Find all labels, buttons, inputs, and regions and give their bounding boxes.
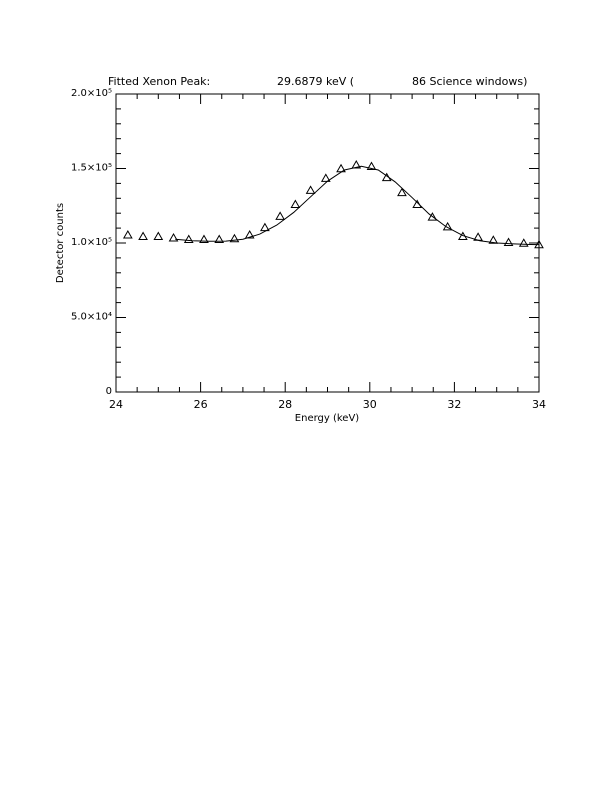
x-tick-label: 30 xyxy=(363,398,377,411)
data-point xyxy=(397,187,407,197)
chart-title: 86 Science windows) xyxy=(412,75,527,88)
data-point xyxy=(488,235,499,244)
x-tick-label: 26 xyxy=(194,398,208,411)
data-point xyxy=(305,185,316,194)
data-point xyxy=(138,231,148,241)
data-point xyxy=(320,173,331,182)
data-point xyxy=(244,230,255,239)
data-point xyxy=(199,234,209,244)
data-point xyxy=(260,222,270,232)
x-tick-label: 28 xyxy=(278,398,292,411)
chart-title: 29.6879 keV ( xyxy=(277,75,354,88)
data-point xyxy=(351,160,362,169)
y-tick-label: 0 xyxy=(106,386,112,397)
y-tick-label: 2.0×10⁵ xyxy=(71,88,112,99)
y-tick-label: 5.0×10⁴ xyxy=(71,312,112,323)
data-point xyxy=(503,237,514,246)
y-tick-label: 1.5×10⁵ xyxy=(71,163,112,174)
data-point xyxy=(183,234,194,244)
data-point xyxy=(214,234,225,244)
data-point xyxy=(518,238,529,247)
data-point xyxy=(229,233,240,243)
x-tick-label: 34 xyxy=(532,398,546,411)
x-tick-label: 24 xyxy=(109,398,123,411)
data-point xyxy=(366,161,377,171)
data-point xyxy=(168,233,179,242)
x-axis-label: Energy (keV) xyxy=(295,413,360,424)
chart-title: Fitted Xenon Peak: xyxy=(108,75,210,88)
data-point xyxy=(275,211,285,220)
fit-line xyxy=(175,165,540,246)
data-point xyxy=(153,231,164,241)
y-axis-label: Detector counts xyxy=(55,203,66,283)
y-tick-label: 1.0×10⁵ xyxy=(71,237,112,248)
data-point xyxy=(427,212,438,221)
x-tick-label: 32 xyxy=(447,398,461,411)
data-point xyxy=(122,230,133,239)
data-point xyxy=(290,199,301,209)
